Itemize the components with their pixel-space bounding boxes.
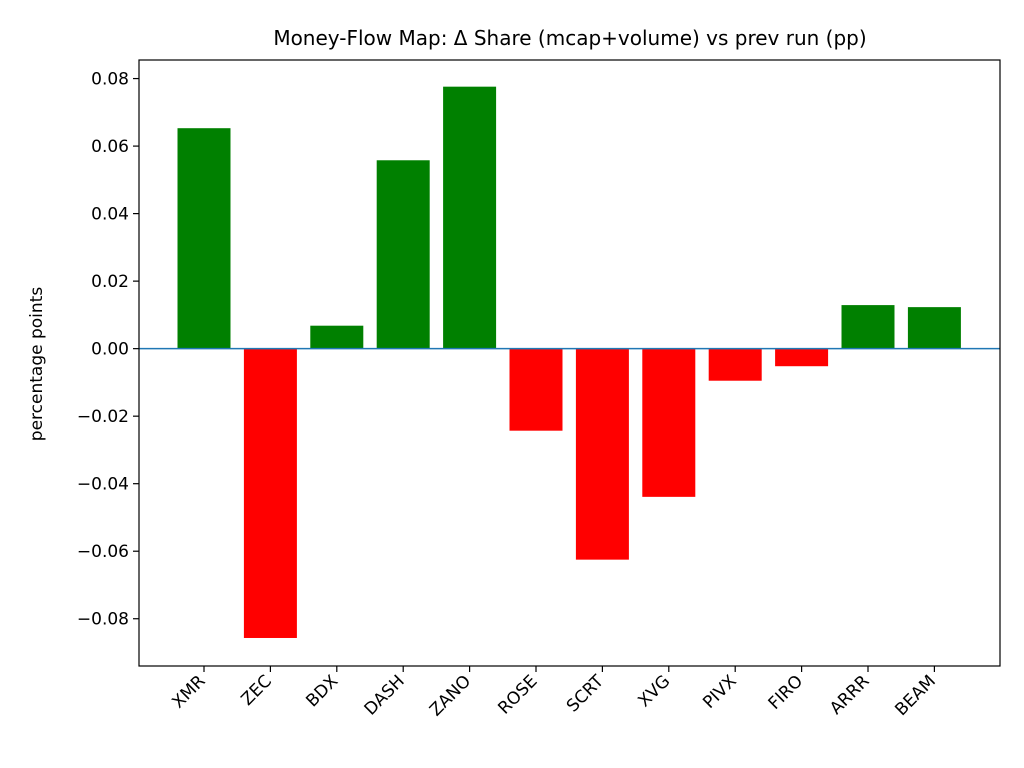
y-tick-label: 0.04 — [91, 205, 129, 225]
plot-frame — [138, 59, 1001, 667]
chart-title: Money-Flow Map: Δ Share (mcap+volume) vs… — [273, 26, 866, 50]
bar — [509, 348, 563, 431]
bar — [841, 305, 895, 349]
bar — [310, 325, 364, 349]
bar — [243, 348, 297, 638]
y-axis-label: percentage points — [27, 287, 47, 442]
bar — [443, 86, 497, 349]
y-tick-label: 0.02 — [91, 272, 129, 292]
y-tick-label: 0.00 — [91, 340, 129, 360]
y-tick-label: 0.06 — [91, 137, 129, 157]
bar — [575, 348, 629, 560]
y-tick-label: −0.02 — [77, 407, 129, 427]
bar — [907, 307, 961, 349]
bar — [642, 348, 696, 497]
y-tick-label: 0.08 — [91, 70, 129, 90]
bar — [376, 160, 430, 349]
y-tick-label: −0.04 — [77, 475, 129, 495]
bar — [708, 348, 762, 381]
y-tick-label: −0.08 — [77, 610, 129, 630]
bar — [775, 348, 829, 367]
y-tick-label: −0.06 — [77, 542, 129, 562]
bar — [177, 128, 231, 349]
